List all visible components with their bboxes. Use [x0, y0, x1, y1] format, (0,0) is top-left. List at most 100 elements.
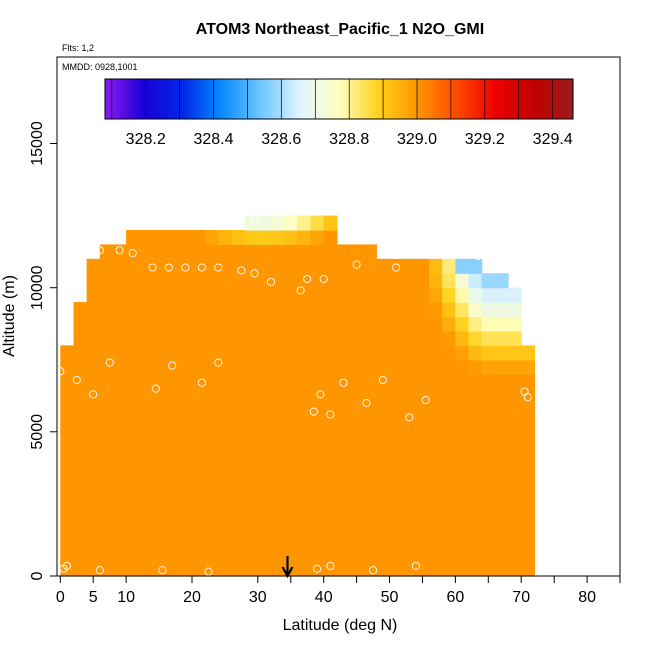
- heat-cell: [376, 547, 391, 563]
- heat-cell: [60, 446, 75, 462]
- heat-cell: [350, 359, 364, 375]
- heat-cell: [284, 258, 298, 274]
- heat-cell: [402, 330, 417, 346]
- heat-cell: [257, 475, 272, 491]
- heat-cell: [152, 532, 167, 548]
- heat-cell: [218, 518, 233, 534]
- sample-point: [441, 249, 450, 258]
- heat-cell: [415, 446, 430, 462]
- heat-cell: [165, 561, 180, 577]
- heat-cell: [231, 330, 246, 346]
- sample-point: [95, 566, 104, 575]
- heat-cell: [73, 403, 88, 419]
- heat-cell: [152, 230, 167, 246]
- heat-cell: [297, 230, 312, 246]
- heat-cell: [363, 403, 377, 419]
- heat-cell: [191, 403, 206, 419]
- heat-cell: [297, 258, 312, 274]
- heat-cell: [126, 388, 140, 404]
- heat-cell: [468, 258, 483, 274]
- x-tick-label: 5: [89, 589, 98, 606]
- heat-cell: [244, 417, 259, 433]
- sample-point: [204, 567, 213, 576]
- heat-cell: [521, 475, 535, 491]
- heat-cell: [152, 417, 167, 433]
- heat-cell: [389, 532, 404, 548]
- heat-cell: [297, 532, 312, 548]
- heat-cell: [429, 403, 443, 419]
- heat-cell: [191, 561, 206, 577]
- heat-cell: [350, 302, 364, 318]
- heat-cell: [363, 561, 377, 577]
- heat-cell: [336, 503, 351, 519]
- heat-cell: [350, 374, 364, 390]
- heat-cell: [86, 561, 101, 577]
- heat-cell: [323, 244, 338, 260]
- heat-cell: [218, 302, 233, 318]
- heat-cell: [231, 532, 246, 548]
- heat-cell: [218, 244, 233, 260]
- heat-cell: [165, 345, 180, 361]
- heat-cell: [297, 215, 312, 231]
- heat-cell: [455, 446, 470, 462]
- heat-cell: [152, 503, 167, 519]
- heat-cell: [336, 316, 351, 332]
- heat-cell: [415, 359, 430, 375]
- heat-cell: [442, 460, 456, 476]
- x-tick-label: 20: [183, 589, 201, 606]
- heat-cell: [257, 431, 272, 447]
- heat-cell: [231, 403, 246, 419]
- heat-cell: [126, 345, 140, 361]
- heat-cell: [231, 547, 246, 563]
- heat-cell: [257, 374, 272, 390]
- heat-cell: [350, 330, 364, 346]
- heat-cell: [205, 244, 219, 260]
- heat-cell: [521, 460, 535, 476]
- heat-cell: [178, 489, 193, 505]
- heat-cell: [310, 431, 325, 447]
- heat-cell: [429, 330, 443, 346]
- sample-point: [89, 390, 98, 399]
- heat-cell: [442, 417, 456, 433]
- sample-point: [128, 249, 137, 258]
- heat-cell: [389, 330, 404, 346]
- heat-cell: [350, 475, 364, 491]
- heat-cell: [205, 460, 219, 476]
- heat-cell: [494, 446, 509, 462]
- heat-cell: [271, 518, 285, 534]
- heat-cell: [494, 374, 509, 390]
- heat-cell: [86, 417, 101, 433]
- heat-cell: [165, 230, 180, 246]
- heat-cell: [508, 532, 522, 548]
- heat-cell: [508, 446, 522, 462]
- heat-cell: [86, 475, 101, 491]
- heat-cell: [139, 230, 154, 246]
- heat-cell: [468, 561, 483, 577]
- heat-cell: [442, 403, 456, 419]
- sample-point: [316, 390, 325, 399]
- heat-cell: [112, 532, 127, 548]
- heat-cell: [350, 417, 364, 433]
- heat-cell: [86, 446, 101, 462]
- x-tick-label: 30: [249, 589, 267, 606]
- x-tick-label: 0: [56, 589, 65, 606]
- heat-cell: [73, 316, 88, 332]
- heat-cell: [244, 374, 259, 390]
- heat-cell: [165, 316, 180, 332]
- heat-cell: [139, 316, 154, 332]
- heat-cell: [323, 316, 338, 332]
- heat-cell: [191, 273, 206, 289]
- heat-cell: [310, 230, 325, 246]
- heat-cell: [205, 503, 219, 519]
- heat-cell: [442, 547, 456, 563]
- heat-cell: [455, 417, 470, 433]
- heat-cell: [468, 446, 483, 462]
- sample-point: [421, 396, 430, 405]
- heat-cell: [284, 230, 298, 246]
- heat-cell: [363, 345, 377, 361]
- heat-cell: [231, 316, 246, 332]
- heat-cell: [468, 403, 483, 419]
- heat-cell: [271, 330, 285, 346]
- heat-cell: [376, 273, 391, 289]
- heat-cell: [152, 460, 167, 476]
